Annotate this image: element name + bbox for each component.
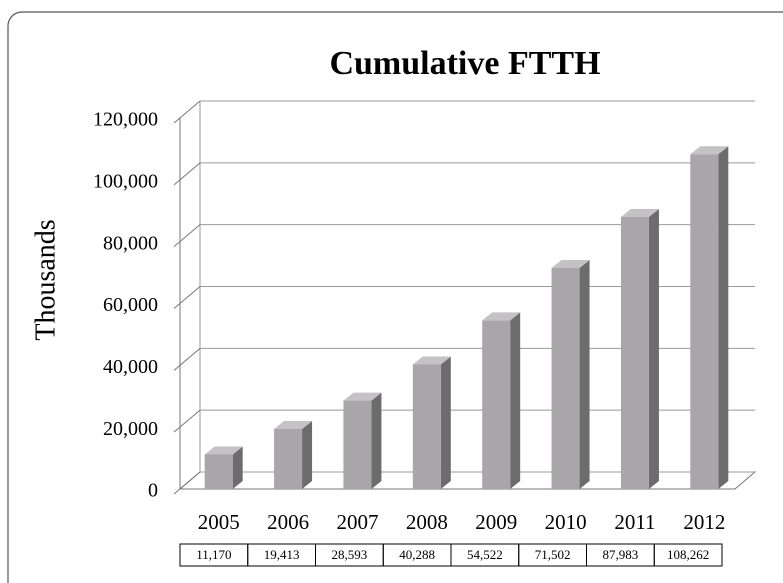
bar-top — [690, 146, 729, 155]
bar — [204, 454, 233, 489]
data-table-value: 40,288 — [399, 547, 435, 562]
tick-diagonal — [173, 471, 201, 495]
data-table-value: 19,413 — [264, 547, 300, 562]
tick-diagonal — [173, 224, 201, 248]
bar-side — [510, 312, 521, 489]
y-tick-label: 20,000 — [103, 418, 158, 440]
bar — [690, 154, 719, 489]
data-table-value: 11,170 — [196, 547, 231, 562]
data-table-value: 54,522 — [467, 547, 503, 562]
table-cell — [653, 543, 723, 567]
bar-side — [579, 259, 590, 489]
bar-side — [232, 446, 243, 489]
bar-side — [440, 356, 451, 489]
bar-side — [718, 146, 729, 489]
bar-top — [204, 446, 243, 455]
x-tick-label: 2011 — [614, 510, 655, 534]
bar-top — [551, 259, 590, 268]
y-tick-label: 0 — [148, 480, 158, 502]
data-table-value: 71,502 — [535, 547, 571, 562]
x-tick-label: 2012 — [683, 510, 725, 534]
x-tick-label: 2006 — [267, 510, 309, 534]
tick-diagonal — [173, 347, 201, 371]
bar-top — [412, 356, 451, 365]
data-table-value: 108,262 — [667, 547, 709, 562]
y-axis-label: Thousands — [30, 219, 61, 340]
y-tick-label: 120,000 — [93, 109, 158, 131]
y-tick-label: 100,000 — [93, 170, 158, 192]
bar-side — [371, 392, 382, 489]
x-tick-label: 2007 — [336, 510, 378, 534]
x-tick-label: 2010 — [545, 510, 587, 534]
bar — [482, 320, 511, 489]
bar — [412, 364, 441, 489]
y-tick-label: 60,000 — [103, 294, 158, 316]
x-tick-label: 2008 — [406, 510, 448, 534]
bar-top — [343, 392, 382, 401]
data-table-value: 28,593 — [332, 547, 368, 562]
bar-top — [274, 420, 313, 429]
bar — [274, 428, 303, 489]
tick-diagonal — [173, 162, 201, 186]
bar-side — [648, 208, 659, 489]
tick-diagonal — [173, 409, 201, 433]
data-table-value: 87,983 — [603, 547, 639, 562]
x-tick-label: 2005 — [198, 510, 240, 534]
x-tick-label: 2009 — [475, 510, 517, 534]
chart-title: Cumulative FTTH — [329, 45, 600, 82]
bar — [620, 216, 649, 489]
bar-top — [482, 312, 521, 321]
tick-diagonal — [173, 100, 201, 124]
bar-side — [302, 420, 313, 489]
bar-top — [620, 208, 659, 217]
y-tick-label: 40,000 — [103, 356, 158, 378]
bar — [343, 400, 372, 489]
bar — [551, 267, 580, 489]
y-tick-label: 80,000 — [103, 232, 158, 254]
tick-diagonal — [173, 286, 201, 309]
